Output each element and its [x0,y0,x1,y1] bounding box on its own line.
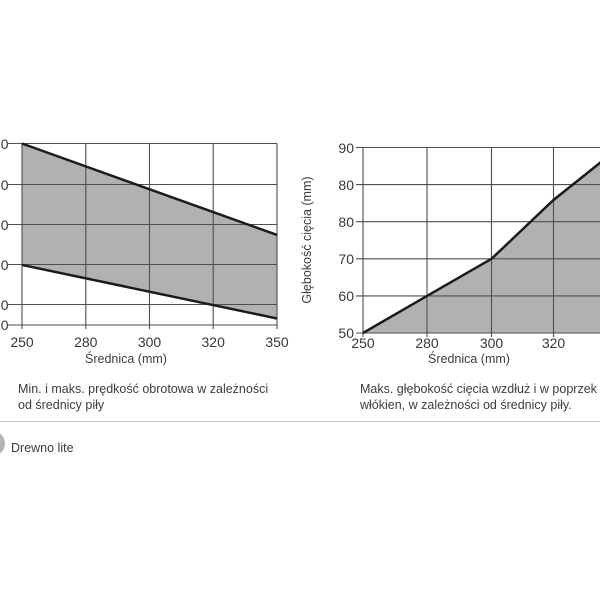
right-chart-x-axis-label: Średnica (mm) [428,352,510,366]
right-chart-x-tick: 300 [479,335,504,351]
left-chart-x-tick: 320 [201,334,225,350]
right-chart-y-tick: 60 [338,287,354,304]
left-chart-y-tick: 0 [0,176,9,193]
right-chart-plot [356,146,600,337]
left-chart-y-tick: 0 [0,317,9,333]
left-chart-y-tick: 0 [0,296,9,313]
right-chart-y-tick: 70 [338,250,354,267]
left-chart-y-tick: 0 [0,216,9,233]
right-chart-x-tick: 250 [351,335,375,351]
left-chart-x-tick: 300 [137,334,162,350]
right-chart-caption-line1: Maks. głębokość cięcia wzdłuż i w poprze… [360,382,597,396]
depth-curve [362,161,600,335]
material-label: Drewno lite [11,441,74,455]
right-chart-caption-line2: włókien, w zależności od średnicy piły. [360,397,572,412]
left-chart-x-axis-label: Średnica (mm) [85,352,167,366]
right-chart-y-axis-label: Głębokość cięcia (mm) [300,176,314,304]
right-chart-caption: Maks. głębokość cięcia wzdłuż i w poprze… [360,382,597,413]
left-chart-x-tick: 350 [265,334,289,350]
right-chart-x-tick: 280 [415,335,439,351]
left-chart-caption: Min. i maks. prędkość obrotowa w zależno… [18,382,268,413]
depth-area [363,162,600,333]
left-chart-x-tick: 280 [74,334,98,350]
left-chart-caption-line1: Min. i maks. prędkość obrotowa w zależno… [18,382,269,396]
right-chart-y-tick: 50 [338,325,354,341]
min-speed-line [21,263,278,320]
left-chart-y-tick: 0 [0,135,9,152]
left-chart-plot [8,142,278,329]
right-chart-x-tick: 320 [541,335,566,351]
right-chart-y-tick: 80 [338,213,354,230]
right-chart-y-tick: 80 [338,176,354,193]
left-chart-caption-line2: od średnicy piły [18,397,105,412]
section-divider [0,421,600,422]
max-speed-line [21,142,278,237]
left-chart-x-tick: 250 [10,334,34,350]
right-chart-y-tick: 90 [338,139,354,156]
left-chart-y-tick: 0 [0,256,9,273]
material-dot-icon [0,431,5,456]
